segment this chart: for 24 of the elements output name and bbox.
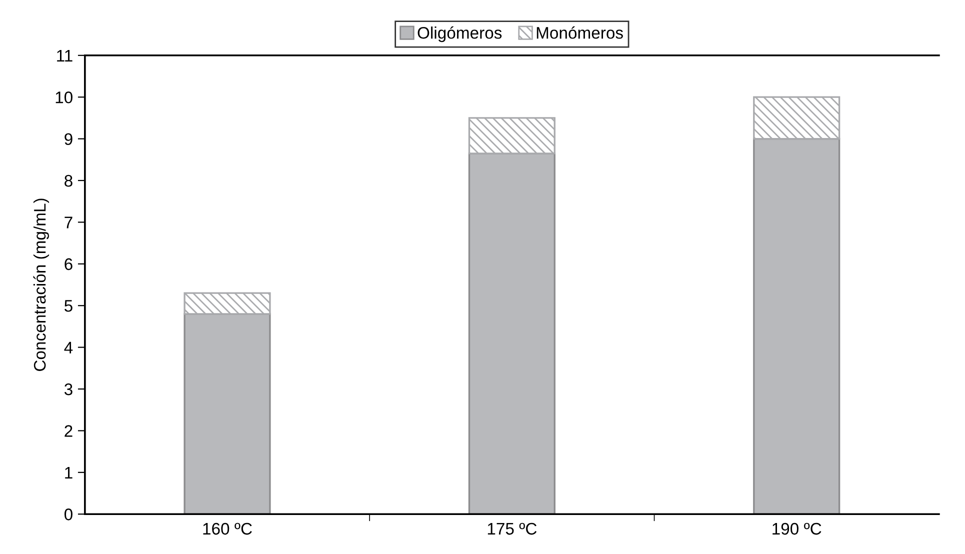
bar bbox=[753, 138, 840, 514]
x-tick-label: 160 ºC bbox=[203, 522, 252, 535]
y-tick-label: 8 bbox=[64, 174, 72, 187]
y-tick-label: 6 bbox=[64, 258, 72, 270]
y-tick-label: 4 bbox=[64, 342, 73, 354]
legend-label: Oligómeros bbox=[418, 26, 502, 42]
y-tick-label: 7 bbox=[64, 216, 72, 228]
bar bbox=[753, 96, 840, 140]
y-tick-label: 9 bbox=[64, 133, 72, 146]
x-tick-label: 175 ºC bbox=[488, 522, 537, 535]
legend-label: Monómeros bbox=[536, 26, 623, 39]
y-tick-label: 2 bbox=[64, 425, 72, 437]
y-tick-label: 0 bbox=[64, 508, 72, 520]
y-axis-title: Concentración (mg/mL) bbox=[33, 198, 50, 371]
y-tick-label: 11 bbox=[57, 50, 72, 62]
bar bbox=[184, 313, 271, 514]
x-tick-label: 190 ºC bbox=[772, 522, 822, 535]
bar bbox=[184, 292, 271, 315]
y-tick-label: 1 bbox=[65, 466, 72, 478]
bar bbox=[468, 152, 556, 514]
bar bbox=[468, 117, 556, 154]
y-tick-label: 3 bbox=[64, 383, 72, 396]
y-tick-label: 5 bbox=[64, 300, 72, 312]
y-tick-label: 10 bbox=[56, 92, 72, 104]
